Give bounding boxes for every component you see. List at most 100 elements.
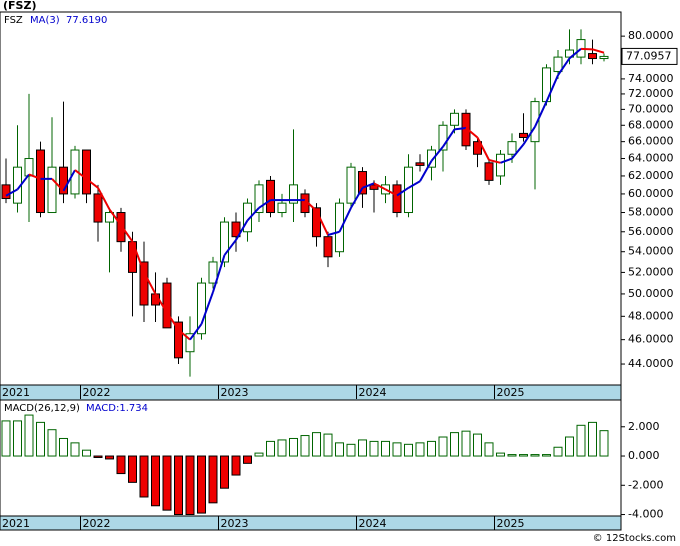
macd-bar [542,454,551,457]
macd-bar [519,454,528,457]
chart-title: (FSZ) [3,0,36,12]
candle-body [1,184,11,200]
ma-line [315,210,329,236]
ma-line [500,157,513,164]
candle-body [220,221,229,263]
macd-bar [24,414,34,457]
y-tick-label: 44.0000 [628,357,674,370]
ma-line [97,187,111,210]
y-tick-label: 80.0000 [628,29,674,42]
x-tick-label: 2022 [83,386,111,399]
ma-line [396,187,410,197]
candle-body [139,261,149,306]
ma-line [454,126,467,131]
ma-line [246,207,260,222]
candle-body [197,282,206,335]
x-tick-label: 2021 [2,386,30,399]
x-tick-label: 2023 [221,386,249,399]
macd-bar [116,455,126,475]
candle-body [289,184,298,204]
y-tick-label: 66.0000 [628,135,674,148]
date-strip [0,515,622,531]
candle-body [346,166,356,204]
legend-ma-value: 77.6190 [66,15,107,26]
legend-ma: MA(3) [30,15,60,26]
macd-bar [220,455,229,489]
macd-bar [530,454,540,457]
candle-body [82,149,91,195]
y-tick-label: 0.000 [628,449,660,462]
y-tick-label: 60.0000 [628,187,674,200]
macd-bar [415,442,425,457]
macd-bar [335,442,344,457]
macd-bar [346,443,356,457]
candle-body [105,212,114,223]
y-tick-label: 54.0000 [628,245,674,258]
macd-bar [565,436,574,457]
candle-body [519,132,528,139]
y-tick-label: 70.0000 [628,102,674,115]
macd-bar [392,442,402,457]
macd-bar [289,437,298,457]
candle-body [438,124,448,151]
candle-body [59,166,68,195]
price-box [621,47,678,65]
ma-line [143,271,157,295]
macd-bar [197,455,206,514]
ma-line [28,173,41,180]
candle-body [599,55,609,60]
ma-line [62,169,76,192]
ma-line [108,208,122,226]
ma-line [16,173,30,190]
y-tick-label: 2.000 [628,420,660,433]
candle-body [484,162,494,181]
ma-line [534,101,548,128]
macd-bar [1,420,11,457]
macd-bar [461,430,471,457]
candle-body [553,56,563,73]
footer: © 12Stocks.com [593,533,676,544]
macd-bar [484,442,494,457]
macd-bar [507,454,517,457]
ma-line [511,143,525,160]
macd-bar [438,436,448,457]
ma-line [200,291,214,325]
candle-body [36,149,45,214]
ma-line [568,48,582,60]
macd-bar [266,440,275,457]
ma-line [85,178,99,189]
ma-line [212,254,226,293]
x-tick-label: 2024 [359,517,387,530]
candle-body [369,184,379,190]
y-tick-label: 50.0000 [628,287,674,300]
y-tick-label: 62.0000 [628,169,674,182]
macd-bar [93,455,103,458]
ma-line [327,230,340,236]
x-tick-label: 2025 [497,386,525,399]
candle-body [427,149,436,168]
ma-line [465,127,479,139]
candle-body [415,162,425,166]
candle-body [24,158,34,177]
legend-symbol: FSZ [4,15,23,26]
ma-line [74,169,88,180]
macd-bar [427,440,436,457]
macd-bar [312,432,321,457]
macd-bar [323,433,333,457]
macd-bar [70,442,80,457]
macd-bar [231,455,241,476]
macd-bar [277,439,287,457]
ma-line [442,128,456,148]
macd-bar [243,455,252,464]
ma-line [362,182,375,189]
ma-line [304,199,318,212]
macd-bar [599,430,609,457]
ma-line [592,48,605,54]
macd-bar [82,449,91,457]
ma-line [488,159,501,164]
macd-bar [588,421,597,457]
y-tick-label: 72.0000 [628,87,674,100]
y-tick-label: 48.0000 [628,309,674,322]
macd-bar [59,437,68,457]
